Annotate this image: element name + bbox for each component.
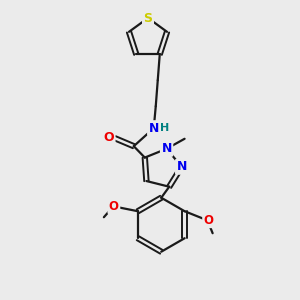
Text: H: H bbox=[160, 123, 170, 133]
Text: O: O bbox=[103, 131, 114, 144]
Text: S: S bbox=[143, 11, 152, 25]
Text: O: O bbox=[204, 214, 214, 227]
Text: O: O bbox=[109, 200, 119, 213]
Text: N: N bbox=[148, 122, 159, 135]
Text: N: N bbox=[161, 142, 172, 155]
Text: N: N bbox=[176, 160, 187, 173]
